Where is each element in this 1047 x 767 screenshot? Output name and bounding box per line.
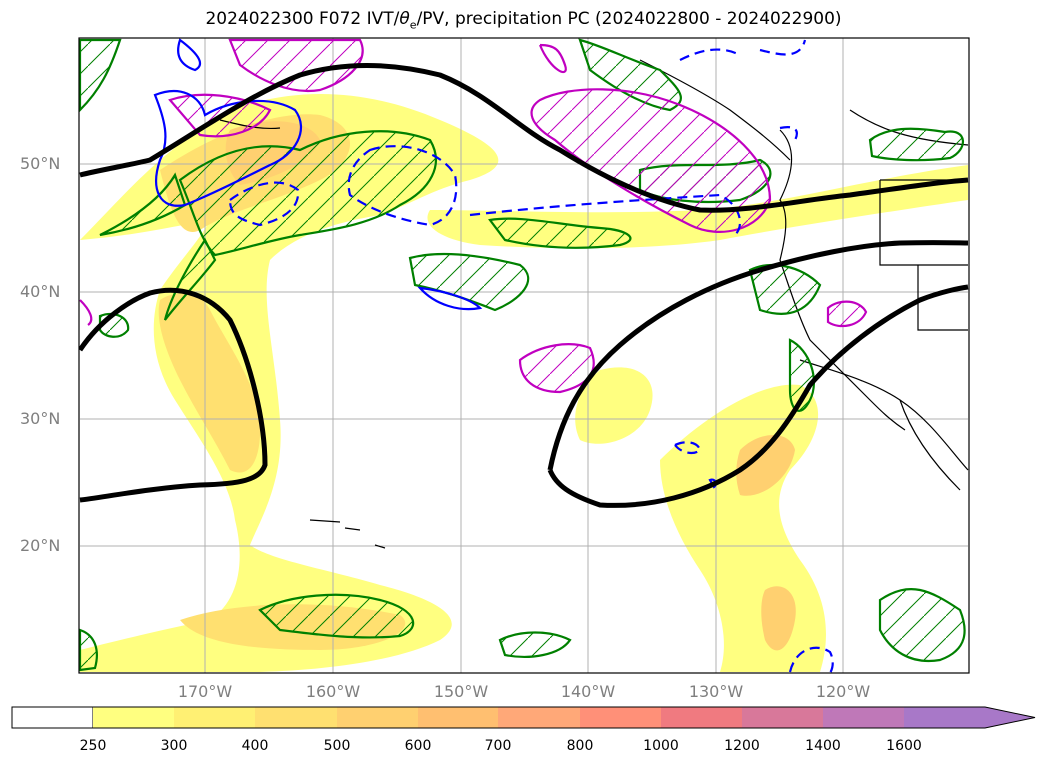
colorbar-bin-250 [93, 707, 174, 728]
lon-label-140w: 140°W [560, 682, 616, 701]
colorbar-bin-1200 [742, 707, 823, 728]
lon-label-120w: 120°W [815, 682, 871, 701]
colorbar-bin-800 [580, 707, 661, 728]
colorbar-label: 1600 [886, 738, 922, 754]
lat-label-40n: 40°N [20, 282, 61, 301]
colorbar-bin-1400 [823, 707, 904, 728]
colorbar-bin-600 [418, 707, 498, 728]
lon-label-130w: 130°W [688, 682, 744, 701]
colorbar-label: 400 [241, 738, 269, 754]
colorbar-label: 1400 [805, 738, 841, 754]
theta-e-contours-unfilled [79, 43, 567, 326]
colorbar-bin-300 [174, 707, 255, 728]
colorbar-bin-700 [498, 707, 580, 728]
colorbar-label: 700 [484, 738, 512, 754]
colorbar-label: 250 [79, 738, 107, 754]
lon-label-160w: 160°W [305, 682, 361, 701]
colorbar-label: 300 [160, 738, 188, 754]
lat-label-20n: 20°N [20, 536, 61, 555]
colorbar-bin-400 [255, 707, 337, 728]
lon-label-150w: 150°W [433, 682, 489, 701]
colorbar [11, 706, 1036, 729]
blue-contours [153, 38, 717, 489]
colorbar-bin-500 [337, 707, 418, 728]
map-title: 2024022300 F072 IVT/θe/PV, precipitation… [205, 9, 842, 32]
colorbar-label: 500 [323, 738, 351, 754]
map-frame [78, 37, 970, 674]
colorbar-label: 800 [566, 738, 594, 754]
colorbar-label: 600 [404, 738, 432, 754]
jet-contours [79, 63, 969, 508]
lat-label-50n: 50°N [20, 154, 61, 173]
map-plot-area [79, 38, 969, 673]
lon-label-170w: 170°W [177, 682, 233, 701]
colorbar-bin-1600-extend [904, 707, 1035, 728]
colorbar-label: 1200 [724, 738, 760, 754]
lat-label-30n: 30°N [20, 409, 61, 428]
colorbar-bin-1000 [661, 707, 742, 728]
pv-contours [79, 38, 966, 672]
blue-dashed-contours [228, 39, 834, 673]
colorbar-label: 1000 [643, 738, 679, 754]
